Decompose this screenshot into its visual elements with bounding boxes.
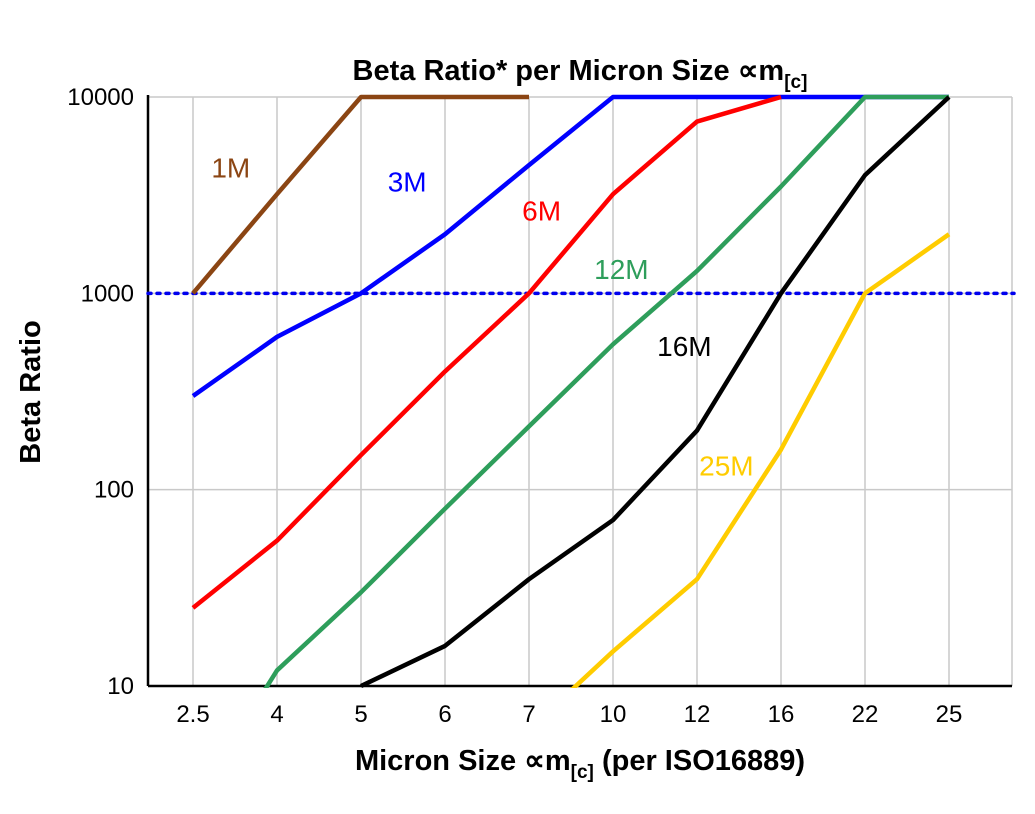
x-tick-label: 2.5 [176, 701, 209, 728]
x-tick-label: 5 [354, 701, 367, 728]
x-tick-label: 16 [768, 701, 795, 728]
y-tick-label: 100 [94, 477, 134, 504]
series-label-3M: 3M [388, 167, 427, 198]
x-tick-label: 12 [684, 701, 711, 728]
series-label-25M: 25M [699, 451, 753, 482]
x-tick-label: 22 [852, 701, 879, 728]
series-label-1M: 1M [211, 152, 250, 183]
x-axis-title: Micron Size ∝m[c] (per ISO16889) [355, 745, 805, 783]
x-tick-label: 6 [438, 701, 451, 728]
x-tick-label: 10 [600, 701, 627, 728]
y-tick-label: 1000 [81, 280, 134, 307]
series-lines [191, 94, 951, 688]
series-line-1M [191, 94, 529, 295]
series-label-6M: 6M [522, 195, 561, 226]
series-label-12M: 12M [594, 254, 648, 285]
series-line-12M [263, 94, 949, 688]
series-line-3M [191, 94, 949, 398]
y-axis-title: Beta Ratio [15, 320, 47, 463]
y-tick-label: 10000 [67, 84, 134, 111]
x-tick-label: 4 [270, 701, 283, 728]
chart-title: Beta Ratio* per Micron Size ∝m[c] [353, 55, 808, 93]
y-tick-label: 10 [107, 673, 134, 700]
x-tick-label: 25 [936, 701, 963, 728]
x-tick-label: 7 [522, 701, 535, 728]
series-label-16M: 16M [657, 331, 711, 362]
series-line-25M [570, 232, 951, 688]
series-line-16M [360, 95, 951, 688]
series-line-6M [191, 94, 782, 610]
gridlines [148, 96, 1013, 687]
